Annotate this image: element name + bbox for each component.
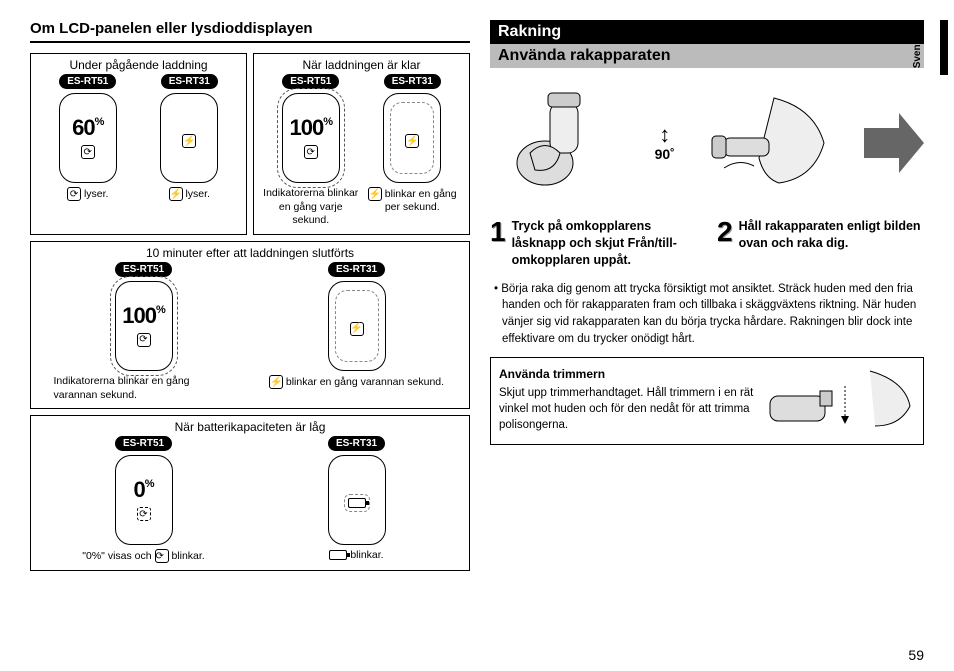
recycle-icon: ⟳	[155, 549, 169, 563]
battery-blink-icon	[348, 498, 366, 508]
language-tab: Svenska	[930, 20, 948, 75]
lcd-panel: 60% ⟳	[59, 93, 117, 183]
lcd-info-column: Om LCD-panelen eller lysdioddisplayen Un…	[30, 20, 470, 661]
angle-indicator: ↕ 90˚	[655, 124, 675, 162]
lcd-panel: ⚡	[160, 93, 218, 183]
lcd-panel: ⚡	[328, 281, 386, 371]
recycle-icon: ⟳	[304, 145, 318, 159]
model-badge: ES-RT51	[59, 74, 116, 89]
page-number: 59	[908, 647, 924, 663]
updown-arrow-icon: ↕	[659, 124, 670, 146]
model-badge: ES-RT51	[115, 262, 172, 277]
model-badge: ES-RT31	[384, 74, 441, 89]
section-low-battery: När batterikapaciteten är låg ES-RT51 0%…	[30, 415, 470, 570]
caption: Indikatorerna blinkar en gång varje seku…	[260, 187, 362, 228]
step-number: 2	[717, 218, 733, 269]
caption: ⚡ blinkar en gång per sekund.	[362, 187, 464, 215]
face-shave-illustration	[699, 83, 839, 203]
tab-marker	[940, 20, 948, 75]
plug-icon: ⚡	[368, 187, 382, 201]
plug-icon: ⚡	[405, 134, 419, 148]
left-heading: Om LCD-panelen eller lysdioddisplayen	[30, 20, 470, 43]
lcd-panel: 100% ⟳	[282, 93, 340, 183]
caption: Indikatorerna blinkar en gång varannan s…	[54, 375, 234, 402]
plug-icon: ⚡	[169, 187, 183, 201]
step-text: Håll rakapparaten enligt bilden ovan och…	[739, 218, 924, 269]
caption: ⟳ lyser.	[67, 187, 108, 201]
lcd-panel: 100% ⟳	[115, 281, 173, 371]
model-badge: ES-RT51	[282, 74, 339, 89]
section-charging: Under pågående laddning ES-RT51 60% ⟳ ⟳ …	[30, 53, 247, 235]
section-after-10min: 10 minuter efter att laddningen slutfört…	[30, 241, 470, 409]
model-badge: ES-RT31	[328, 436, 385, 451]
model-badge: ES-RT31	[328, 262, 385, 277]
trimmer-box: Använda trimmern Skjut upp trimmerhandta…	[490, 357, 924, 445]
tab-label: Svenska	[912, 27, 923, 68]
caption: ⚡ lyser.	[169, 187, 210, 201]
plug-icon: ⚡	[269, 375, 283, 389]
lcd-panel: ⚡	[383, 93, 441, 183]
trimmer-text: Skjut upp trimmerhandtaget. Håll trimmer…	[499, 387, 753, 431]
lcd-panel	[328, 455, 386, 545]
angle-value: 90˚	[655, 146, 675, 162]
shaving-column: Rakning Använda rakapparaten ↕ 90˚	[490, 20, 924, 661]
plug-icon: ⚡	[182, 134, 196, 148]
step-text: Tryck på omkopplarens låsknapp och skjut…	[512, 218, 697, 269]
section-title: När batterikapaciteten är låg	[37, 420, 463, 434]
trimmer-heading: Använda trimmern	[499, 366, 755, 383]
caption: blinkar.	[329, 549, 383, 563]
steps-row: 1 Tryck på omkopplarens låsknapp och skj…	[490, 218, 924, 269]
illustration-row: ↕ 90˚	[490, 78, 924, 208]
recycle-icon: ⟳	[67, 187, 81, 201]
section-heading-gray: Använda rakapparaten	[490, 44, 924, 68]
section-title: När laddningen är klar	[260, 58, 463, 72]
section-heading-black: Rakning	[490, 20, 924, 44]
instruction-paragraph: • Börja raka dig genom att trycka försik…	[490, 281, 924, 348]
step-number: 1	[490, 218, 506, 269]
trimmer-illustration	[765, 366, 915, 436]
battery-icon	[329, 550, 347, 560]
recycle-blink-icon: ⟳	[137, 507, 151, 521]
step-2: 2 Håll rakapparaten enligt bilden ovan o…	[717, 218, 924, 269]
recycle-icon: ⟳	[137, 333, 151, 347]
shaver-hold-illustration	[490, 83, 630, 203]
section-title: 10 minuter efter att laddningen slutfört…	[37, 246, 463, 260]
model-badge: ES-RT51	[115, 436, 172, 451]
big-right-arrow-icon	[864, 113, 924, 173]
step-1: 1 Tryck på omkopplarens låsknapp och skj…	[490, 218, 697, 269]
recycle-icon: ⟳	[81, 145, 95, 159]
lcd-panel: 0% ⟳	[115, 455, 173, 545]
caption: ⚡ blinkar en gång varannan sekund.	[269, 375, 444, 389]
model-badge: ES-RT31	[161, 74, 218, 89]
caption: "0%" visas och ⟳ blinkar.	[82, 549, 204, 563]
section-charging-complete: När laddningen är klar ES-RT51 100% ⟳ In…	[253, 53, 470, 235]
section-title: Under pågående laddning	[37, 58, 240, 72]
plug-icon: ⚡	[350, 322, 364, 336]
